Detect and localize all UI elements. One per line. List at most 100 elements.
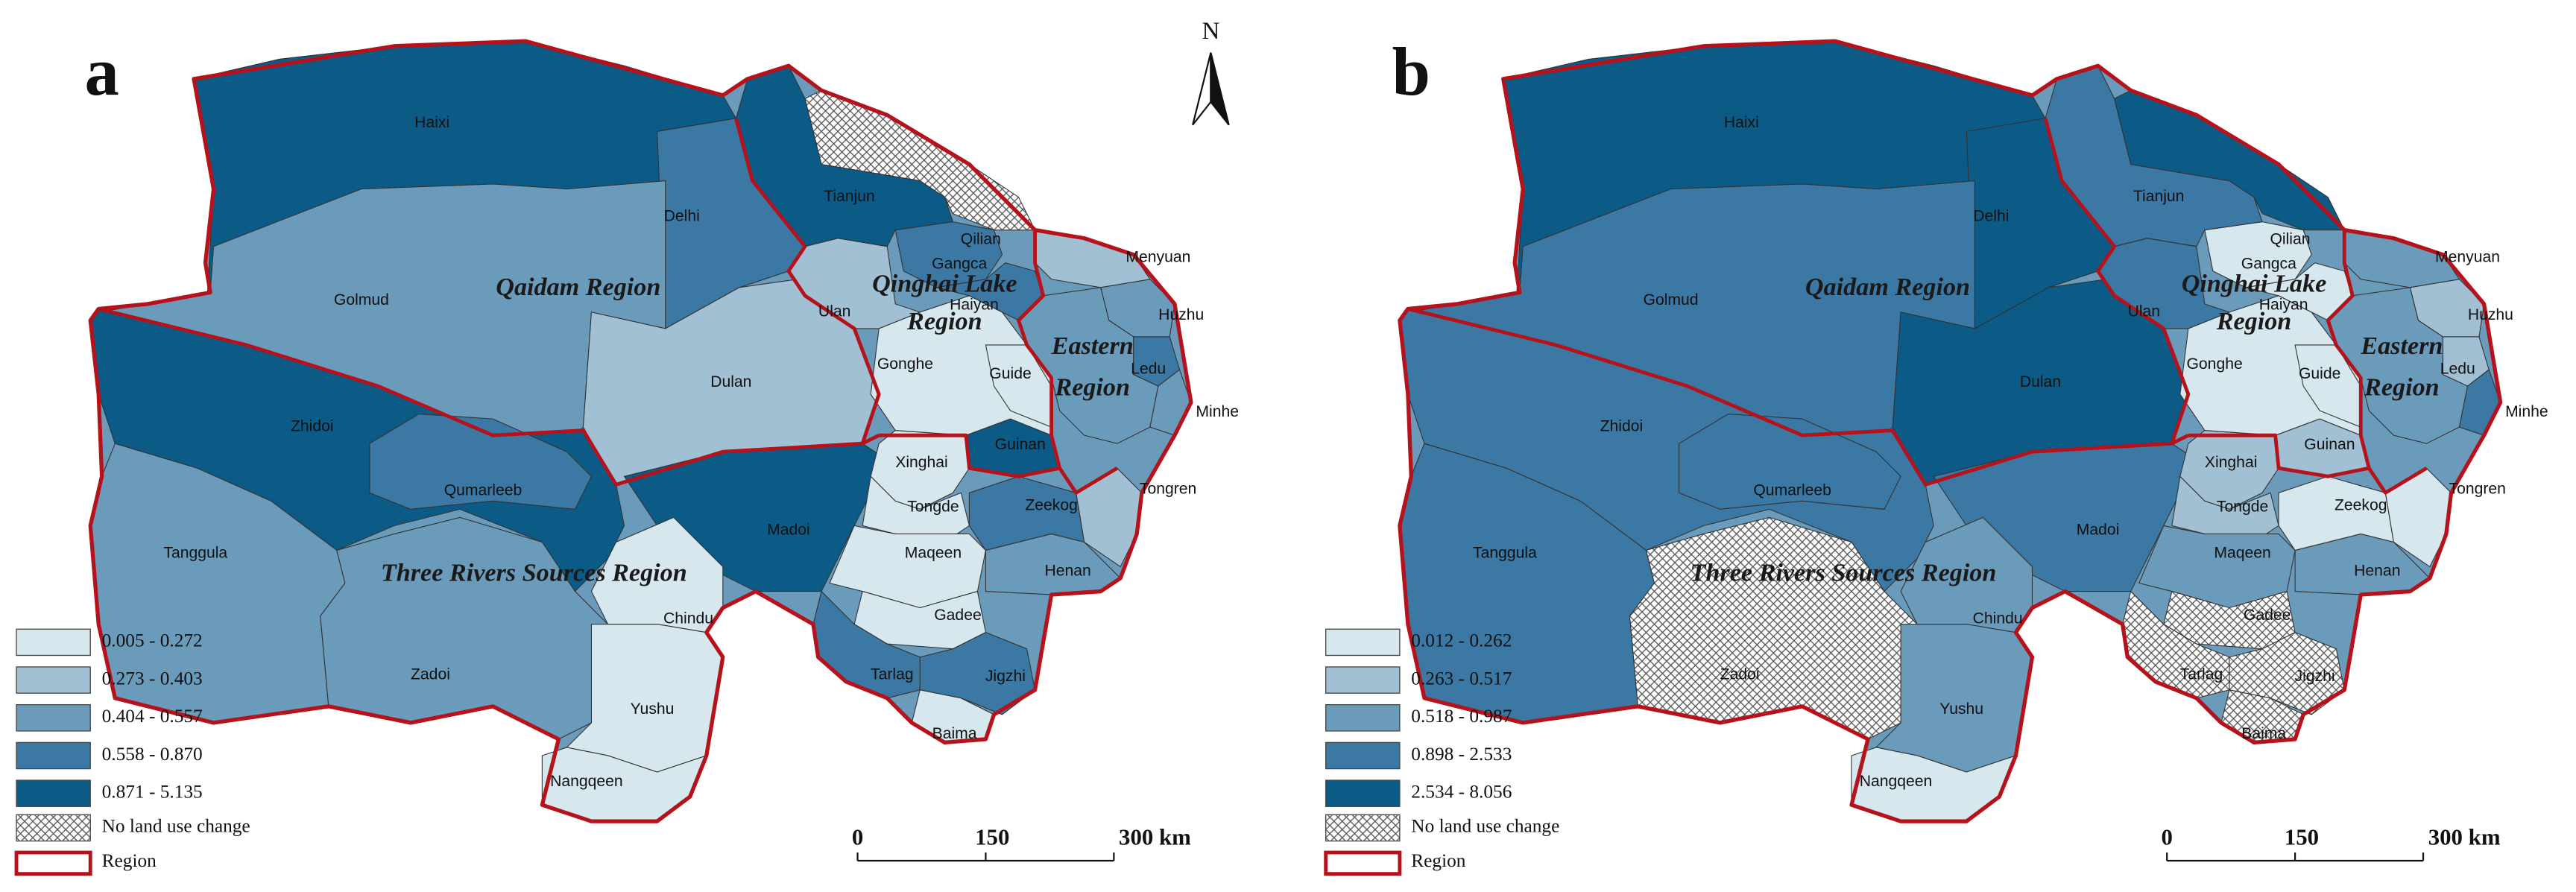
county bbox=[2278, 475, 2395, 551]
county-label: Henan bbox=[1045, 563, 1091, 580]
county-label: Yushu bbox=[631, 700, 675, 718]
legend-swatch bbox=[1325, 703, 1401, 732]
county-label: Henan bbox=[2354, 563, 2400, 580]
north-arrow bbox=[1210, 52, 1230, 126]
region-border bbox=[2188, 230, 2371, 478]
county bbox=[369, 413, 593, 510]
county-label: Madoi bbox=[2077, 522, 2120, 539]
county-label: Golmud bbox=[1644, 291, 1699, 309]
legend-label: Region bbox=[102, 850, 157, 871]
county-label: Gadee bbox=[2244, 607, 2291, 624]
county-label: Ulan bbox=[2128, 303, 2160, 320]
region-label: Three Rivers Sources Region bbox=[381, 559, 687, 586]
county-label: Tongde bbox=[2217, 499, 2268, 516]
panel-label: a bbox=[85, 34, 119, 110]
scale-label: 150 bbox=[975, 824, 1009, 850]
scale-label: 300 km bbox=[2428, 824, 2501, 850]
region-border bbox=[1407, 307, 2189, 487]
north-arrow bbox=[1192, 52, 1212, 126]
county bbox=[1679, 413, 1901, 510]
county-label: Gonghe bbox=[877, 355, 933, 373]
county-label: Tianjun bbox=[2133, 188, 2185, 205]
region-label: Eastern bbox=[1051, 332, 1134, 360]
region-label: Region bbox=[1054, 373, 1130, 401]
county-label: Tarlag bbox=[2180, 666, 2223, 683]
county-label: Menyuan bbox=[2435, 249, 2500, 266]
county-label: Chindu bbox=[1973, 610, 2023, 627]
scale-label: 300 km bbox=[1119, 824, 1191, 850]
county-label: Haixi bbox=[1724, 114, 1759, 131]
county bbox=[2045, 65, 2263, 247]
county-label: Maqeen bbox=[905, 544, 962, 561]
county-label: Tongren bbox=[1140, 481, 1196, 498]
county-label: Zadoi bbox=[411, 666, 450, 683]
county-label: Minhe bbox=[2505, 403, 2548, 420]
legend-swatch bbox=[16, 741, 91, 770]
county-label: Guinan bbox=[2304, 436, 2355, 453]
county-label: Maqeen bbox=[2214, 544, 2270, 561]
county bbox=[2204, 221, 2312, 288]
county-label: Jigzhi bbox=[2295, 668, 2335, 685]
county-label: Xinghai bbox=[2205, 454, 2258, 471]
county-label: Menyuan bbox=[1126, 249, 1190, 266]
county bbox=[894, 221, 1003, 288]
county-label: Guide bbox=[989, 365, 1031, 382]
county-label: Yushu bbox=[1939, 700, 1983, 718]
county-label: Haiyan bbox=[2259, 297, 2308, 314]
county-label: Gangca bbox=[2241, 256, 2296, 273]
legend-label: 0.012 - 0.262 bbox=[1411, 630, 1512, 651]
county-label: Ledu bbox=[2440, 361, 2475, 378]
county-label: Gonghe bbox=[2186, 355, 2242, 373]
county-label: Tongde bbox=[907, 499, 959, 516]
region-border bbox=[1398, 39, 2503, 823]
region-border bbox=[2367, 466, 2428, 495]
region-label: Qinghai Lake bbox=[872, 270, 1017, 297]
county-label: Zhidoi bbox=[1600, 418, 1644, 435]
panel-label: b bbox=[1392, 34, 1430, 110]
region-label: Region bbox=[906, 308, 982, 335]
county-label: Chindu bbox=[663, 610, 713, 627]
legend-label: No land use change bbox=[102, 816, 250, 837]
county-label: Jigzhi bbox=[985, 668, 1026, 685]
county bbox=[968, 475, 1085, 551]
county-label: Gangca bbox=[932, 256, 987, 273]
legend-swatch bbox=[1325, 628, 1401, 657]
county-label: Dulan bbox=[710, 373, 751, 390]
county-label: Xinghai bbox=[895, 454, 948, 471]
legend-label: 2.534 - 8.056 bbox=[1411, 781, 1512, 802]
county-label: Qumarleeb bbox=[1753, 482, 1831, 499]
legend-swatch bbox=[16, 703, 91, 732]
legend-swatch bbox=[16, 628, 91, 657]
legend-swatch bbox=[1325, 814, 1401, 842]
region-border bbox=[1058, 466, 1119, 495]
legend-label: 0.263 - 0.517 bbox=[1411, 668, 1512, 689]
county-label: Tongren bbox=[2449, 481, 2506, 498]
county-label: Ulan bbox=[818, 303, 850, 320]
county-label: Tianjun bbox=[824, 188, 875, 205]
county-label: Zadoi bbox=[1720, 666, 1760, 683]
region-label: Eastern bbox=[2360, 332, 2443, 360]
legend-swatch bbox=[14, 850, 92, 876]
legend-swatch bbox=[1325, 741, 1401, 770]
legend-label: 0.005 - 0.272 bbox=[102, 630, 203, 651]
scale-label: 150 bbox=[2285, 824, 2319, 850]
region-border bbox=[2043, 118, 2191, 444]
legend-label: 0.898 - 2.533 bbox=[1411, 744, 1512, 765]
county-label: Delhi bbox=[664, 208, 700, 225]
region-label: Region bbox=[2364, 373, 2440, 401]
county bbox=[1629, 516, 1918, 740]
region-label: Qaidam Region bbox=[1805, 273, 1970, 301]
legend-label: No land use change bbox=[1411, 816, 1559, 837]
region-label: Region bbox=[2216, 308, 2292, 335]
county-label: Haixi bbox=[414, 114, 449, 131]
county-label: Dulan bbox=[2020, 373, 2061, 390]
county-label: Tanggula bbox=[1473, 544, 1537, 561]
region-label: Three Rivers Sources Region bbox=[1690, 559, 1997, 586]
county-label: Tarlag bbox=[871, 666, 914, 683]
county bbox=[735, 65, 954, 247]
region-border bbox=[98, 307, 880, 487]
county-label: Baima bbox=[2241, 725, 2286, 742]
region-border bbox=[879, 230, 1062, 478]
